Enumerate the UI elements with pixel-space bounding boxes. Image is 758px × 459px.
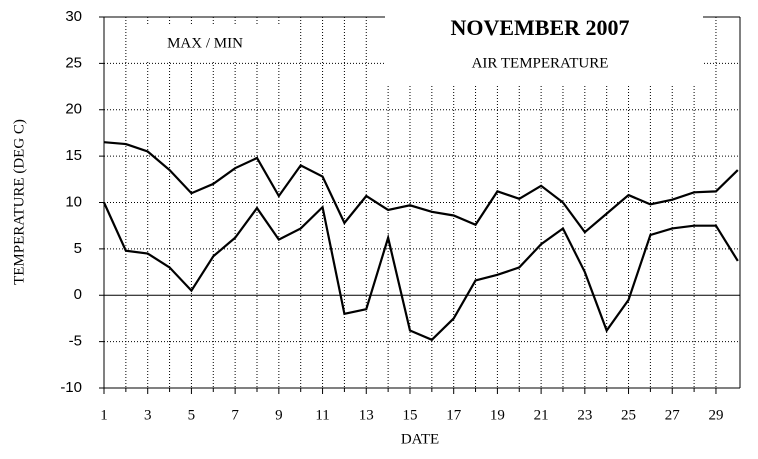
y-tick-label: 30: [65, 8, 82, 25]
y-tick-label: 10: [65, 193, 82, 210]
x-tick-label: 17: [446, 407, 462, 423]
x-tick-label: 3: [144, 407, 152, 423]
y-axis-label: TEMPERATURE (DEG C): [11, 119, 27, 285]
x-tick-label: 25: [621, 407, 636, 423]
x-tick-label: 21: [534, 407, 549, 423]
marks: [102, 141, 739, 342]
x-tick-label: 7: [231, 407, 239, 423]
y-tick-label: 5: [74, 240, 82, 257]
annotation: MAX / MIN: [167, 35, 243, 51]
x-axis-label: DATE: [401, 431, 439, 447]
data-line: [102, 202, 739, 342]
x-tick-label: 9: [275, 407, 283, 423]
x-tick-label: 1: [100, 407, 108, 423]
y-tick-label: 25: [65, 54, 82, 71]
x-tick-label: 23: [577, 407, 592, 423]
x-tick-label: 5: [188, 407, 196, 423]
x-tick-label: 19: [490, 407, 505, 423]
y-tick-label: -10: [60, 379, 82, 396]
title-box: [385, 4, 703, 84]
y-tick-label: 15: [65, 147, 82, 164]
annotation-box: [128, 26, 290, 62]
chart-title: NOVEMBER 2007: [450, 15, 629, 40]
x-tick-label: 15: [402, 407, 417, 423]
chart-subtitle: AIR TEMPERATURE: [472, 55, 609, 71]
y-tick-label: 20: [65, 101, 82, 118]
x-tick-label: 13: [359, 407, 374, 423]
data-line: [103, 141, 739, 234]
y-tick-label: -5: [69, 333, 82, 350]
x-tick-label: 29: [708, 407, 723, 423]
x-tick-label: 11: [315, 407, 329, 423]
x-tick-label: 27: [665, 407, 681, 423]
y-tick-label: 0: [74, 286, 82, 303]
